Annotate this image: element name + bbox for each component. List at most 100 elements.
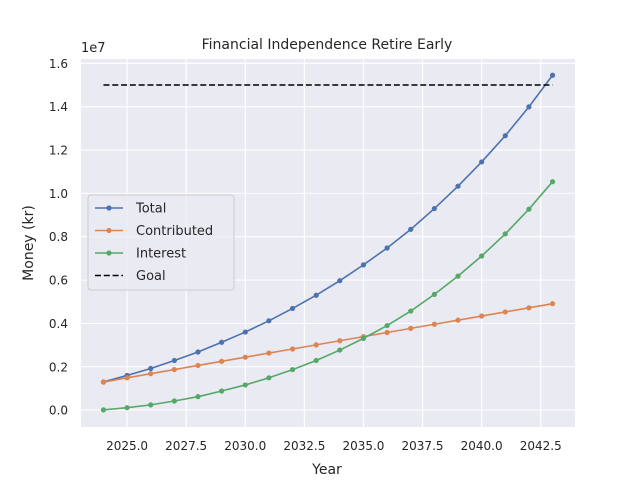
data-point-interest — [408, 308, 414, 314]
data-point-contributed — [526, 305, 532, 311]
data-point-interest — [431, 291, 437, 297]
data-point-total — [289, 305, 296, 312]
data-point-interest — [526, 206, 532, 212]
data-point-interest — [360, 335, 367, 341]
data-point-total — [219, 339, 225, 345]
data-point-interest — [337, 347, 343, 353]
legend-marker — [106, 227, 112, 234]
legend-item-goal: Goal — [95, 269, 166, 284]
x-tick-label: 2040.0 — [461, 439, 503, 453]
data-point-total — [148, 365, 154, 372]
data-point-interest — [479, 253, 485, 259]
y-tick-label: 1.2 — [49, 144, 68, 158]
x-tick-label: 2030.0 — [224, 439, 266, 453]
legend-item-interest: Interest — [95, 247, 186, 262]
data-point-interest — [313, 357, 319, 364]
data-point-contributed — [195, 362, 201, 369]
data-point-interest — [384, 322, 390, 329]
data-point-interest — [266, 375, 272, 381]
x-tick-label: 2027.5 — [165, 439, 207, 453]
series-layer — [100, 72, 556, 413]
data-point-contributed — [313, 342, 319, 348]
legend-label: Goal — [136, 269, 166, 284]
data-point-total — [549, 72, 556, 78]
data-point-contributed — [289, 346, 296, 352]
data-point-interest — [219, 388, 225, 394]
y-tick-label: 1.0 — [49, 187, 68, 201]
series-interest — [100, 179, 556, 413]
y-tick-label: 0.8 — [49, 230, 68, 244]
chart-title: Financial Independence Retire Early — [202, 37, 453, 53]
data-point-contributed — [549, 301, 556, 307]
data-point-total — [337, 278, 343, 284]
series-line-total — [103, 74, 554, 383]
data-point-interest — [148, 402, 154, 408]
y-offset-label: 1e7 — [81, 41, 106, 56]
data-point-total — [360, 262, 367, 268]
data-point-contributed — [455, 317, 461, 323]
data-point-interest — [124, 405, 130, 411]
legend-marker — [106, 250, 112, 256]
data-point-interest — [289, 366, 296, 373]
legend-label: Contributed — [136, 224, 213, 239]
data-point-contributed — [502, 309, 508, 315]
legend-label: Interest — [136, 247, 186, 262]
y-tick-label: 0.2 — [49, 360, 68, 374]
data-point-total — [431, 205, 437, 212]
legend-label: Total — [135, 202, 166, 217]
series-line-interest — [103, 181, 554, 411]
data-point-interest — [195, 394, 201, 400]
data-point-total — [479, 159, 485, 165]
data-point-interest — [100, 407, 107, 413]
x-tick-label: 2042.5 — [520, 439, 562, 453]
y-tick-label: 1.6 — [49, 57, 68, 71]
data-point-total — [526, 104, 532, 110]
data-point-interest — [549, 179, 556, 185]
data-point-contributed — [124, 375, 130, 381]
y-tick-label: 0.4 — [49, 317, 68, 331]
data-point-total — [242, 329, 248, 335]
legend-marker — [106, 205, 112, 211]
x-axis-ticks: 2025.0 2027.5 2030.0 2032.5 2035.0 2037.5 2040… — [106, 439, 562, 453]
data-point-total — [455, 183, 461, 189]
y-tick-label: 0.6 — [49, 274, 68, 288]
y-tick-label: 1.4 — [49, 100, 68, 114]
data-point-contributed — [479, 313, 485, 319]
data-point-interest — [502, 231, 508, 237]
data-point-total — [384, 245, 390, 251]
data-point-contributed — [219, 358, 225, 364]
data-point-contributed — [266, 350, 272, 356]
x-tick-label: 2032.5 — [283, 439, 325, 453]
grid-lines — [81, 59, 575, 427]
data-point-interest — [171, 398, 177, 404]
data-point-contributed — [384, 329, 390, 336]
x-axis-label: Year — [311, 462, 342, 478]
data-point-contributed — [408, 325, 414, 331]
data-point-total — [195, 349, 201, 355]
data-point-contributed — [431, 321, 437, 327]
legend-item-total: Total — [95, 202, 166, 217]
data-point-interest — [242, 382, 248, 388]
y-tick-label: 0.0 — [49, 404, 68, 418]
y-axis-ticks: 0.0 0.2 0.4 0.6 0.8 1.0 1.2 1.4 1.6 — [49, 57, 68, 418]
data-point-total — [266, 318, 272, 324]
legend-box — [87, 194, 235, 291]
data-point-total — [313, 292, 319, 298]
data-point-contributed — [337, 338, 343, 344]
data-point-contributed — [148, 371, 154, 377]
x-tick-label: 2025.0 — [106, 439, 148, 453]
x-tick-label: 2035.0 — [342, 439, 384, 453]
data-point-contributed — [242, 354, 248, 360]
data-point-interest — [455, 273, 461, 279]
series-line-contributed — [103, 302, 553, 383]
data-point-total — [502, 133, 508, 139]
data-point-total — [171, 357, 177, 364]
data-point-contributed — [171, 366, 177, 373]
x-tick-label: 2037.5 — [402, 439, 444, 453]
data-point-contributed — [100, 379, 107, 385]
legend: Total Contributed Interest Goal — [87, 194, 235, 291]
series-contributed — [100, 301, 556, 385]
legend-item-contributed: Contributed — [95, 224, 213, 239]
data-point-total — [408, 226, 414, 232]
